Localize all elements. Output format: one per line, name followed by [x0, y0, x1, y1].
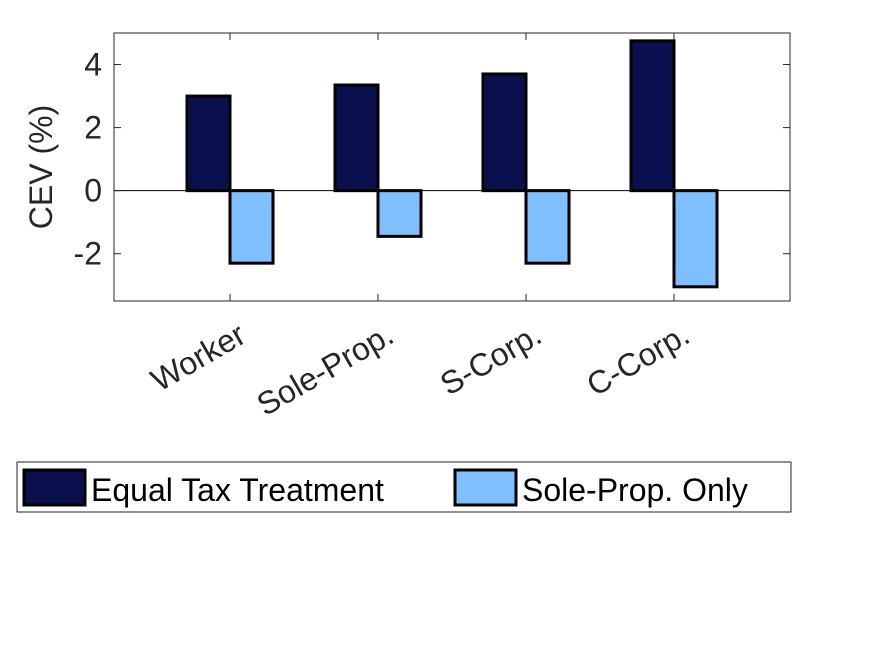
legend: Equal Tax Treatment Sole-Prop. Only: [16, 461, 792, 513]
bar-sole-prop-only-worker: [228, 189, 275, 265]
bar-equal-tax-treatment-worker: [185, 94, 232, 193]
legend-swatch-sole-prop-only: [453, 468, 518, 507]
x-tick-labels: Worker Sole-Prop. S-Corp. C-Corp.: [145, 316, 696, 423]
bar-equal-tax-treatment-sole-prop: [333, 83, 380, 193]
bar-sole-prop-only-s-corp: [524, 189, 571, 265]
y-tick-label: 4: [84, 47, 102, 83]
x-tick-label-worker: Worker: [145, 316, 252, 399]
y-tick-label: 2: [84, 110, 102, 146]
y-tick-labels: -2 0 2 4: [74, 47, 102, 272]
legend-box: [16, 461, 792, 513]
legend-swatch-equal-tax-treatment: [22, 468, 87, 507]
y-axis-label: CEV (%): [23, 105, 59, 229]
legend-label-equal-tax-treatment: Equal Tax Treatment: [91, 472, 384, 508]
axis-ticks: [114, 33, 790, 301]
bar-sole-prop-only-sole-prop: [376, 189, 423, 238]
bar-equal-tax-treatment-c-corp: [629, 39, 676, 193]
y-tick-label: -2: [74, 236, 102, 272]
x-tick-label-s-corp: S-Corp.: [434, 316, 547, 402]
legend-label-sole-prop-only: Sole-Prop. Only: [522, 472, 748, 508]
plot-frame: [113, 32, 791, 302]
x-tick-label-c-corp: C-Corp.: [580, 316, 695, 403]
bar-equal-tax-treatment-s-corp: [481, 72, 528, 193]
bar-sole-prop-only-c-corp: [672, 189, 719, 289]
y-tick-label: 0: [84, 173, 102, 209]
x-tick-label-sole-prop: Sole-Prop.: [251, 316, 400, 423]
